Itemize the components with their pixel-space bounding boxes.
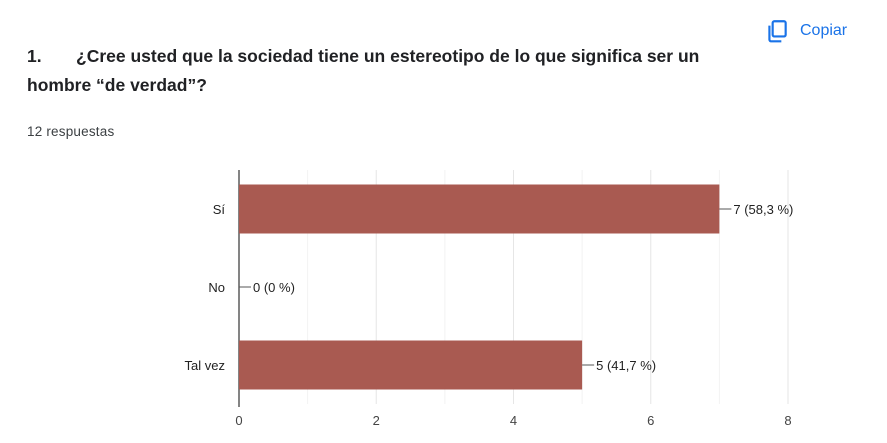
- response-count: 12 respuestas: [27, 124, 115, 139]
- bar: [239, 184, 720, 234]
- data-label: 0 (0 %): [253, 280, 295, 295]
- chart-bars: [239, 184, 720, 390]
- x-tick-label: 8: [784, 413, 791, 428]
- copy-icon: [768, 20, 787, 43]
- category-label: No: [208, 280, 225, 295]
- x-tick-label: 2: [373, 413, 380, 428]
- x-tick-label: 4: [510, 413, 517, 428]
- question-text: ¿Cree usted que la sociedad tiene un est…: [27, 46, 700, 95]
- question-title: 1. ¿Cree usted que la sociedad tiene un e…: [27, 42, 767, 100]
- data-labels: 7 (58,3 %) 0 (0 %) 5 (41,7 %): [239, 202, 793, 373]
- bar: [239, 340, 583, 390]
- data-label: 7 (58,3 %): [733, 202, 793, 217]
- x-tick-label: 6: [647, 413, 654, 428]
- category-labels: Sí No Tal vez: [185, 202, 226, 373]
- copy-button[interactable]: Copiar: [764, 18, 847, 44]
- data-label: 5 (41,7 %): [596, 358, 656, 373]
- x-axis-ticks: 0 2 4 6 8: [235, 413, 791, 428]
- copy-button-label: Copiar: [800, 22, 848, 39]
- category-label: Tal vez: [185, 358, 225, 373]
- x-tick-label: 0: [235, 413, 242, 428]
- question-number: 1.: [27, 46, 42, 66]
- category-label: Sí: [213, 202, 226, 217]
